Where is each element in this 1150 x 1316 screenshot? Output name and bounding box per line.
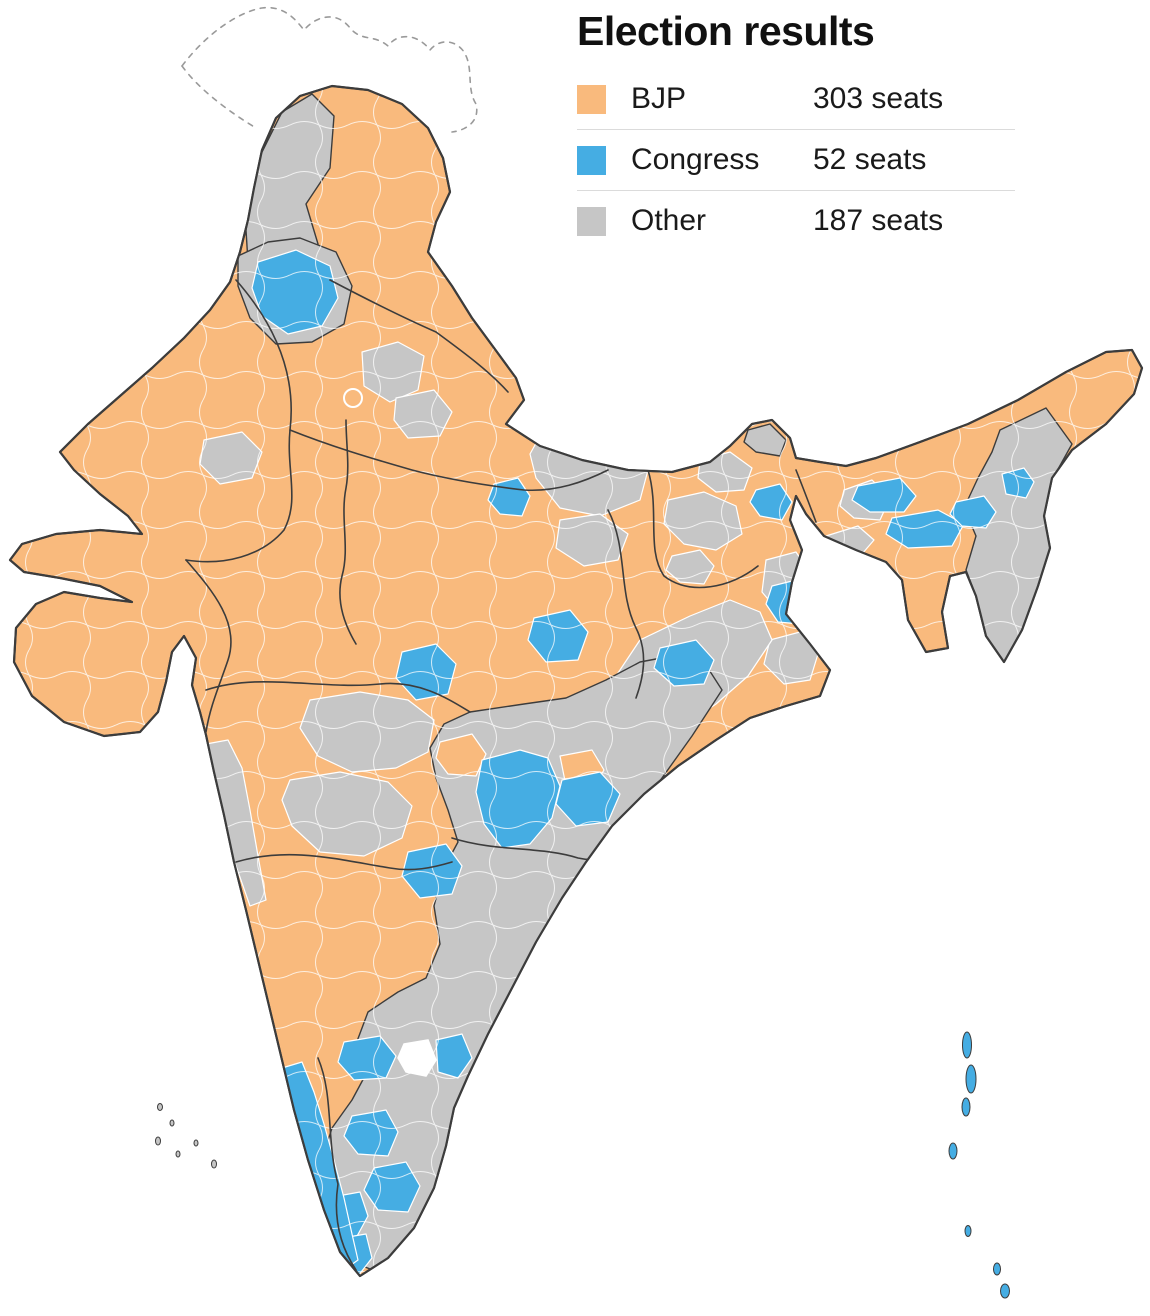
legend-row-congress: Congress 52 seats <box>577 129 1015 190</box>
legend: Election results BJP 303 seats Congress … <box>577 8 1015 251</box>
other-color-swatch <box>577 206 606 236</box>
legend-row-bjp: BJP 303 seats <box>577 69 1015 129</box>
legend-title: Election results <box>577 8 875 54</box>
disputed-boundary-dashed <box>181 6 478 133</box>
island <box>965 1064 977 1094</box>
island <box>948 1142 958 1160</box>
other-party-label: Other <box>631 204 707 237</box>
island <box>962 1031 972 1059</box>
andaman-nicobar-islands <box>948 1031 1010 1299</box>
island <box>961 1097 971 1117</box>
island <box>964 1225 972 1237</box>
lakshadweep-islands <box>155 1103 217 1169</box>
legend-row-other: Other 187 seats <box>577 190 1015 251</box>
island <box>993 1262 1001 1276</box>
congress-seats-value: 52 seats <box>813 143 927 176</box>
bjp-party-label: BJP <box>631 82 687 115</box>
congress-color-swatch <box>577 145 606 175</box>
island <box>169 1119 175 1127</box>
island <box>175 1150 181 1158</box>
other-seats-value: 187 seats <box>813 204 944 237</box>
bjp-color-swatch <box>577 84 606 114</box>
island <box>193 1139 199 1147</box>
state-borders <box>185 279 817 1271</box>
bjp-seats-value: 303 seats <box>813 82 944 115</box>
region-karnataka-coast-congress <box>223 931 249 993</box>
island <box>211 1159 217 1169</box>
congress-party-label: Congress <box>631 143 760 176</box>
island <box>1000 1283 1010 1299</box>
island <box>157 1103 163 1111</box>
island <box>155 1136 161 1146</box>
